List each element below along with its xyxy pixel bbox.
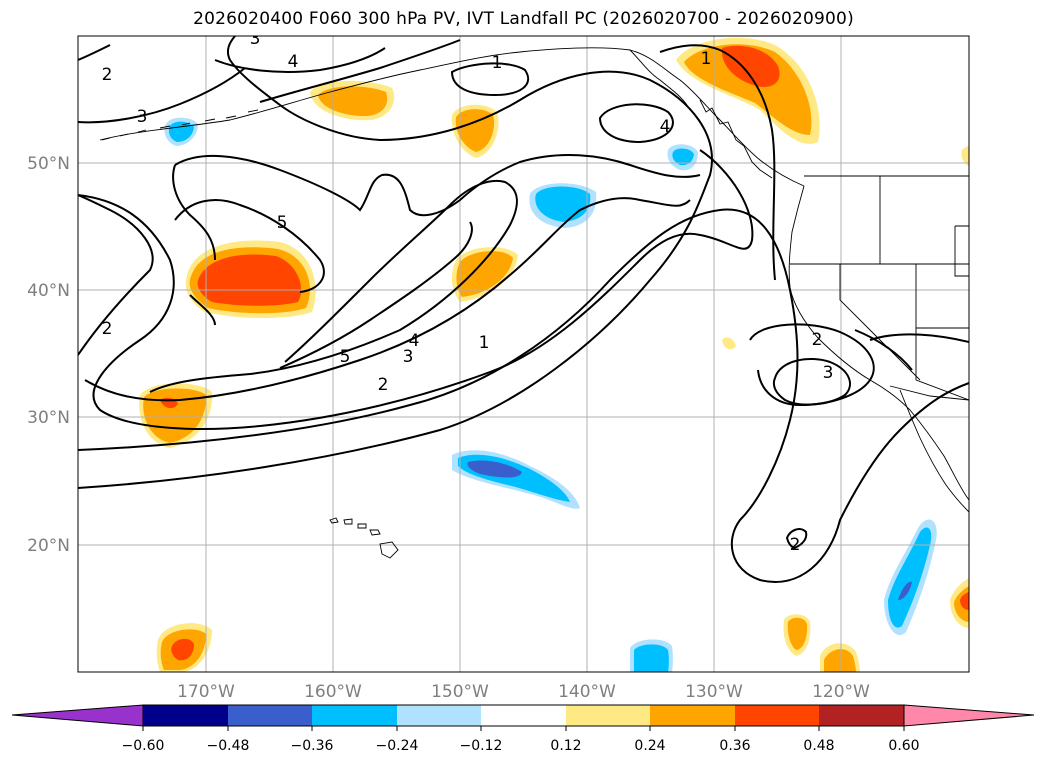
colorbar-tick-label: 0.60 — [888, 738, 919, 754]
colorbar-extend-low — [11, 704, 144, 727]
pv-contours — [78, 36, 969, 583]
colorbar-tick-label: 0.24 — [634, 738, 665, 754]
colorbar-tick-label: −0.36 — [291, 738, 334, 754]
colorbar-frame — [142, 704, 905, 727]
lat-label-50n: 50°N — [27, 154, 70, 174]
colorbar-segment — [228, 705, 312, 726]
contour-label-1: 1 — [492, 53, 503, 73]
contour-label-4: 4 — [288, 52, 299, 72]
colorbar-segment — [566, 705, 650, 726]
map-border — [77, 35, 970, 673]
colorbar-tick-label: 0.48 — [803, 738, 834, 754]
colorbar-tick-label: −0.24 — [376, 738, 419, 754]
colorbar: −0.60 −0.48 −0.36 −0.24 −0.12 0.12 0.24 … — [11, 704, 1035, 754]
contour-label-3: 3 — [250, 29, 261, 49]
contour-label-2: 2 — [378, 375, 389, 395]
colorbar-segment — [397, 705, 481, 726]
longitude-axis: 170°W 160°W 150°W 140°W 130°W 120°W — [177, 682, 870, 702]
map-panel: 1 1 1 2 2 2 2 2 3 3 3 4 4 4 5 5 3 — [78, 29, 969, 672]
latitude-axis: 50°N 40°N 30°N 20°N — [27, 154, 70, 556]
contour-label-3: 3 — [403, 347, 414, 367]
lon-label-160w: 160°W — [304, 682, 362, 702]
contour-label-4: 4 — [660, 117, 671, 137]
lon-label-170w: 170°W — [177, 682, 235, 702]
lon-label-150w: 150°W — [431, 682, 489, 702]
colorbar-tick-label: −0.12 — [460, 738, 503, 754]
contour-label-1: 1 — [479, 333, 490, 353]
colorbar-segment — [735, 705, 819, 726]
contour-label-5: 5 — [340, 347, 351, 367]
colorbar-segment — [819, 705, 904, 726]
colorbar-segment — [481, 705, 566, 726]
colorbar-ticks — [142, 726, 905, 731]
colorbar-extend-high — [903, 704, 1035, 727]
contour-label-3: 3 — [823, 363, 834, 383]
lat-label-40n: 40°N — [27, 281, 70, 301]
colorbar-segment — [650, 705, 735, 726]
contour-label-2: 2 — [102, 319, 113, 339]
lat-label-20n: 20°N — [27, 536, 70, 556]
shaded-anomalies — [139, 37, 969, 672]
contour-labels: 1 1 1 2 2 2 2 2 3 3 3 4 4 4 5 5 3 — [102, 29, 834, 555]
colorbar-segment — [312, 705, 397, 726]
colorbar-tick-label: −0.48 — [207, 738, 250, 754]
colorbar-segment — [143, 705, 228, 726]
colorbar-tick-label: 0.12 — [550, 738, 581, 754]
contour-label-3: 3 — [137, 107, 148, 127]
graticule — [78, 36, 969, 672]
contour-label-2: 2 — [812, 330, 823, 350]
contour-label-1: 1 — [701, 49, 712, 69]
contour-label-2: 2 — [790, 535, 801, 555]
map-title: 2026020400 F060 300 hPa PV, IVT Landfall… — [193, 9, 854, 29]
colorbar-tick-label: 0.36 — [719, 738, 750, 754]
lon-label-140w: 140°W — [558, 682, 616, 702]
coastlines-and-borders — [99, 47, 969, 559]
lon-label-120w: 120°W — [812, 682, 870, 702]
contour-label-5: 5 — [277, 213, 288, 233]
colorbar-tick-label: −0.60 — [122, 738, 165, 754]
lat-label-30n: 30°N — [27, 408, 70, 428]
lon-label-130w: 130°W — [685, 682, 743, 702]
contour-label-4: 4 — [409, 331, 420, 351]
contour-label-2: 2 — [102, 65, 113, 85]
